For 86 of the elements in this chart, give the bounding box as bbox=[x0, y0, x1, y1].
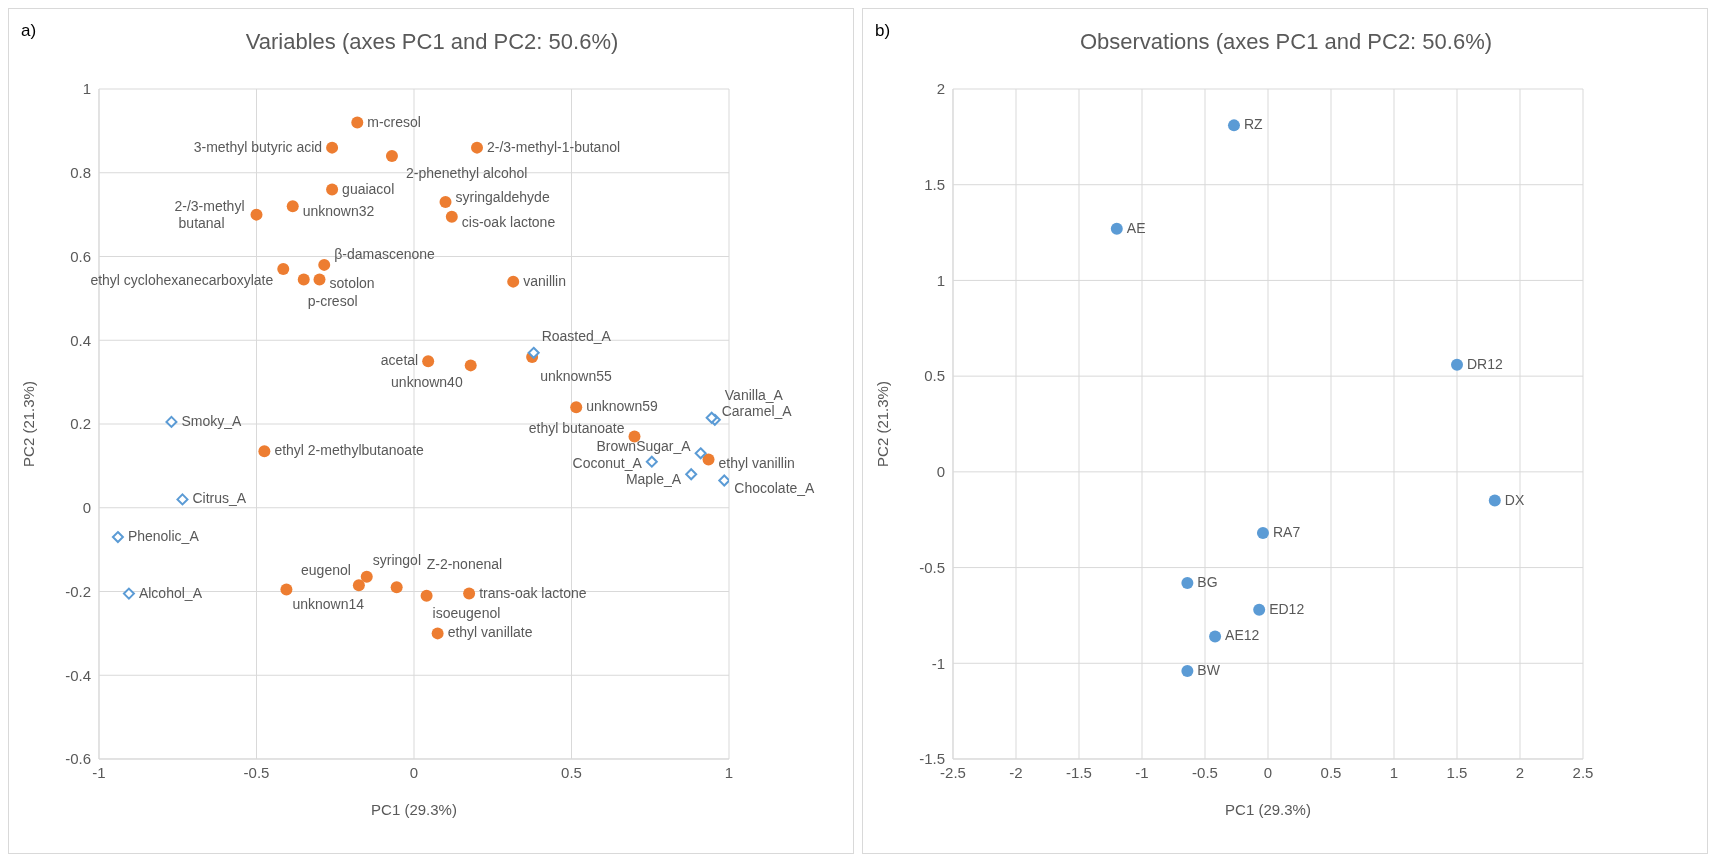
annotation: unknown59 bbox=[586, 398, 659, 415]
annotation: Smoky_A bbox=[181, 412, 243, 429]
y-tick-label: 0 bbox=[82, 499, 91, 517]
x-tick-label: -2 bbox=[1009, 763, 1023, 781]
y-tick-label: 0.8 bbox=[70, 164, 91, 182]
annotation: guaiacol bbox=[342, 180, 395, 197]
annotation: syringaldehyde bbox=[455, 189, 550, 206]
annotation: Coconut_A bbox=[572, 454, 643, 471]
annotation: syringol bbox=[372, 551, 421, 568]
x-axis-title: PC1 (29.3%) bbox=[371, 801, 457, 818]
annotation: DX bbox=[1504, 491, 1525, 508]
y-tick-label: -0.2 bbox=[65, 582, 91, 600]
annotation: unknown14 bbox=[292, 596, 365, 613]
annotation: 2-phenethyl alcohol bbox=[405, 165, 528, 181]
annotation: sotolon bbox=[329, 274, 375, 291]
annotation: RA7 bbox=[1272, 524, 1301, 541]
y-tick-label: 0.2 bbox=[70, 415, 91, 433]
y-tick-label: 0.5 bbox=[924, 367, 945, 385]
annotation: ethyl cyclohexanecarboxylate bbox=[90, 272, 274, 289]
annotation: ethyl vanillate bbox=[447, 624, 533, 641]
annotation: Chocolate_A bbox=[734, 479, 816, 496]
annotation: eugenol bbox=[301, 562, 351, 579]
annotation: ED12 bbox=[1269, 600, 1305, 617]
y-axis-title: PC2 (21.3%) bbox=[874, 381, 892, 467]
x-tick-label: 1 bbox=[1389, 763, 1399, 781]
y-tick-label: 1.5 bbox=[924, 176, 945, 194]
y-tick-label: 0 bbox=[936, 463, 945, 481]
text: a) bbox=[21, 21, 37, 41]
y-tick-label: -1 bbox=[931, 654, 945, 672]
y-axis-title: PC2 (21.3%) bbox=[20, 381, 38, 467]
annotation: Roasted_A bbox=[541, 327, 612, 344]
x-tick-label: -1.5 bbox=[1066, 763, 1092, 781]
chart-title: Variables (axes PC1 and PC2: 50.6%) bbox=[245, 29, 619, 54]
x-tick-label: 0.5 bbox=[1320, 763, 1342, 781]
annotation: trans-oak lactone bbox=[479, 584, 587, 601]
annotation: Citrus_A bbox=[192, 490, 247, 507]
y-tick-label: 2 bbox=[936, 80, 945, 98]
annotation: unknown40 bbox=[391, 374, 463, 391]
annotation: BW bbox=[1197, 661, 1221, 678]
annotation: vanillin bbox=[523, 272, 567, 289]
annotation: Z-2-nonenal bbox=[426, 556, 503, 573]
x-tick-label: -1 bbox=[1135, 763, 1149, 781]
annotation: ethyl butanoate bbox=[528, 419, 625, 436]
annotation: β-damascenone bbox=[334, 245, 436, 262]
x-tick-label: 2 bbox=[1515, 763, 1525, 781]
x-tick-label: -0.5 bbox=[243, 763, 270, 781]
annotation: Maple_A bbox=[625, 471, 682, 488]
chart-title: Observations (axes PC1 and PC2: 50.6%) bbox=[1079, 29, 1493, 54]
x-axis-title: PC1 (29.3%) bbox=[1225, 801, 1311, 818]
x-tick-label: 2.5 bbox=[1572, 763, 1594, 781]
annotation: cis-oak lactone bbox=[461, 213, 556, 230]
y-tick-label: 1 bbox=[936, 271, 945, 289]
annotation: unknown55 bbox=[540, 368, 612, 384]
annotation: Phenolic_A bbox=[127, 528, 200, 545]
y-tick-label: -0.4 bbox=[65, 666, 91, 684]
x-tick-label: 1.5 bbox=[1446, 763, 1468, 781]
annotation: p-cresol bbox=[307, 292, 358, 309]
annotation: ethyl vanillin bbox=[718, 454, 795, 471]
annotation: unknown32 bbox=[302, 203, 375, 220]
y-tick-label: 0.6 bbox=[70, 247, 91, 265]
x-tick-label: -0.5 bbox=[1192, 763, 1218, 781]
x-tick-label: 0 bbox=[1263, 763, 1273, 781]
annotation: RZ bbox=[1243, 116, 1264, 133]
y-tick-label: 0.4 bbox=[70, 331, 91, 349]
y-tick-label: -0.6 bbox=[65, 750, 91, 768]
x-tick-label: 0 bbox=[409, 763, 419, 781]
annotation: m-cresol bbox=[367, 113, 421, 130]
text: b) bbox=[875, 21, 891, 41]
x-tick-label: 1 bbox=[724, 763, 734, 781]
y-tick-label: 1 bbox=[82, 80, 91, 98]
annotation: DR12 bbox=[1467, 355, 1504, 372]
annotation: 2-/3-methyl-1-butanol bbox=[487, 138, 621, 155]
annotation: 3-methyl butyric acid bbox=[193, 138, 323, 155]
annotation: isoeugenol bbox=[432, 604, 501, 621]
annotation: BG bbox=[1197, 573, 1218, 590]
annotation: Vanilla_A bbox=[724, 386, 784, 403]
annotation: AE bbox=[1126, 219, 1146, 236]
annotation: 2-/3-methyl butanal bbox=[174, 197, 245, 231]
annotation: AE12 bbox=[1225, 627, 1260, 644]
annotation: Alcohol_A bbox=[138, 584, 203, 601]
annotation: BrownSugar_A bbox=[596, 438, 692, 455]
annotation: ethyl 2-methylbutanoate bbox=[274, 442, 425, 459]
y-tick-label: -0.5 bbox=[919, 558, 945, 576]
annotation: acetal bbox=[380, 352, 419, 369]
annotation: Caramel_A bbox=[721, 402, 793, 419]
x-tick-label: 0.5 bbox=[561, 763, 582, 781]
